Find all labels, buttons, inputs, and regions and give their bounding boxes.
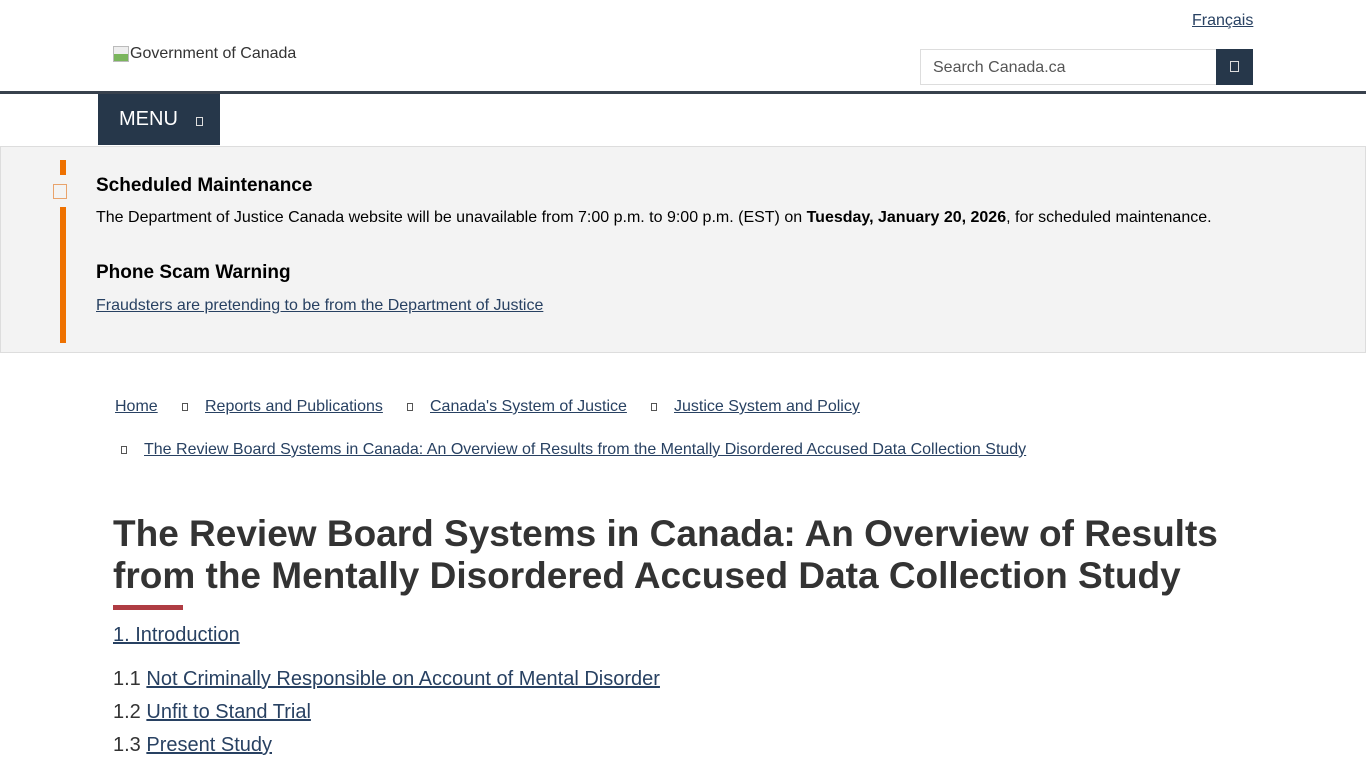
alert-title: Scheduled Maintenance — [96, 175, 313, 196]
title-underline — [113, 605, 183, 610]
chevron-right-icon — [407, 403, 413, 411]
header-divider — [0, 91, 1366, 94]
menu-label: MENU — [119, 108, 178, 130]
alert-title: Phone Scam Warning — [96, 262, 291, 283]
toc-link[interactable]: Not Criminally Responsible on Account of… — [146, 668, 660, 690]
government-of-canada-logo[interactable]: Government of Canada — [113, 45, 296, 63]
search-input[interactable]: Search Canada.ca — [920, 49, 1217, 85]
broken-image-icon — [113, 46, 129, 62]
alert-bar — [60, 207, 66, 343]
alert-banner — [0, 146, 1366, 353]
toc-introduction-link[interactable]: 1. Introduction — [113, 624, 240, 646]
chevron-right-icon — [651, 403, 657, 411]
warning-icon — [53, 184, 67, 199]
toc-link[interactable]: Present Study — [146, 734, 272, 756]
search-button[interactable] — [1216, 49, 1253, 85]
breadcrumb-justice-policy[interactable]: Justice System and Policy — [674, 398, 860, 415]
alert-text: The Department of Justice Canada website… — [96, 209, 1212, 226]
chevron-right-icon — [182, 403, 188, 411]
breadcrumb-current[interactable]: The Review Board Systems in Canada: An O… — [144, 441, 1027, 458]
language-toggle-link[interactable]: Français — [1192, 12, 1254, 29]
toc-item: 1.2 Unfit to Stand Trial — [113, 701, 311, 723]
page-title: The Review Board Systems in Canada: An O… — [113, 513, 1218, 596]
logo-alt-text: Government of Canada — [130, 45, 297, 62]
alert-bar — [60, 160, 66, 175]
toc-link[interactable]: Unfit to Stand Trial — [146, 701, 311, 723]
scam-warning-link[interactable]: Fraudsters are pretending to be from the… — [96, 297, 544, 314]
breadcrumb-home[interactable]: Home — [115, 398, 158, 415]
breadcrumb-system-of-justice[interactable]: Canada's System of Justice — [430, 398, 627, 415]
toc-item: 1.1 Not Criminally Responsible on Accoun… — [113, 668, 660, 690]
breadcrumb-reports[interactable]: Reports and Publications — [205, 398, 383, 415]
toc-item: 1.3 Present Study — [113, 734, 272, 756]
chevron-down-icon — [195, 117, 203, 126]
search-icon — [1230, 61, 1239, 72]
chevron-right-icon — [121, 446, 127, 454]
menu-button[interactable]: MENU — [98, 94, 220, 145]
